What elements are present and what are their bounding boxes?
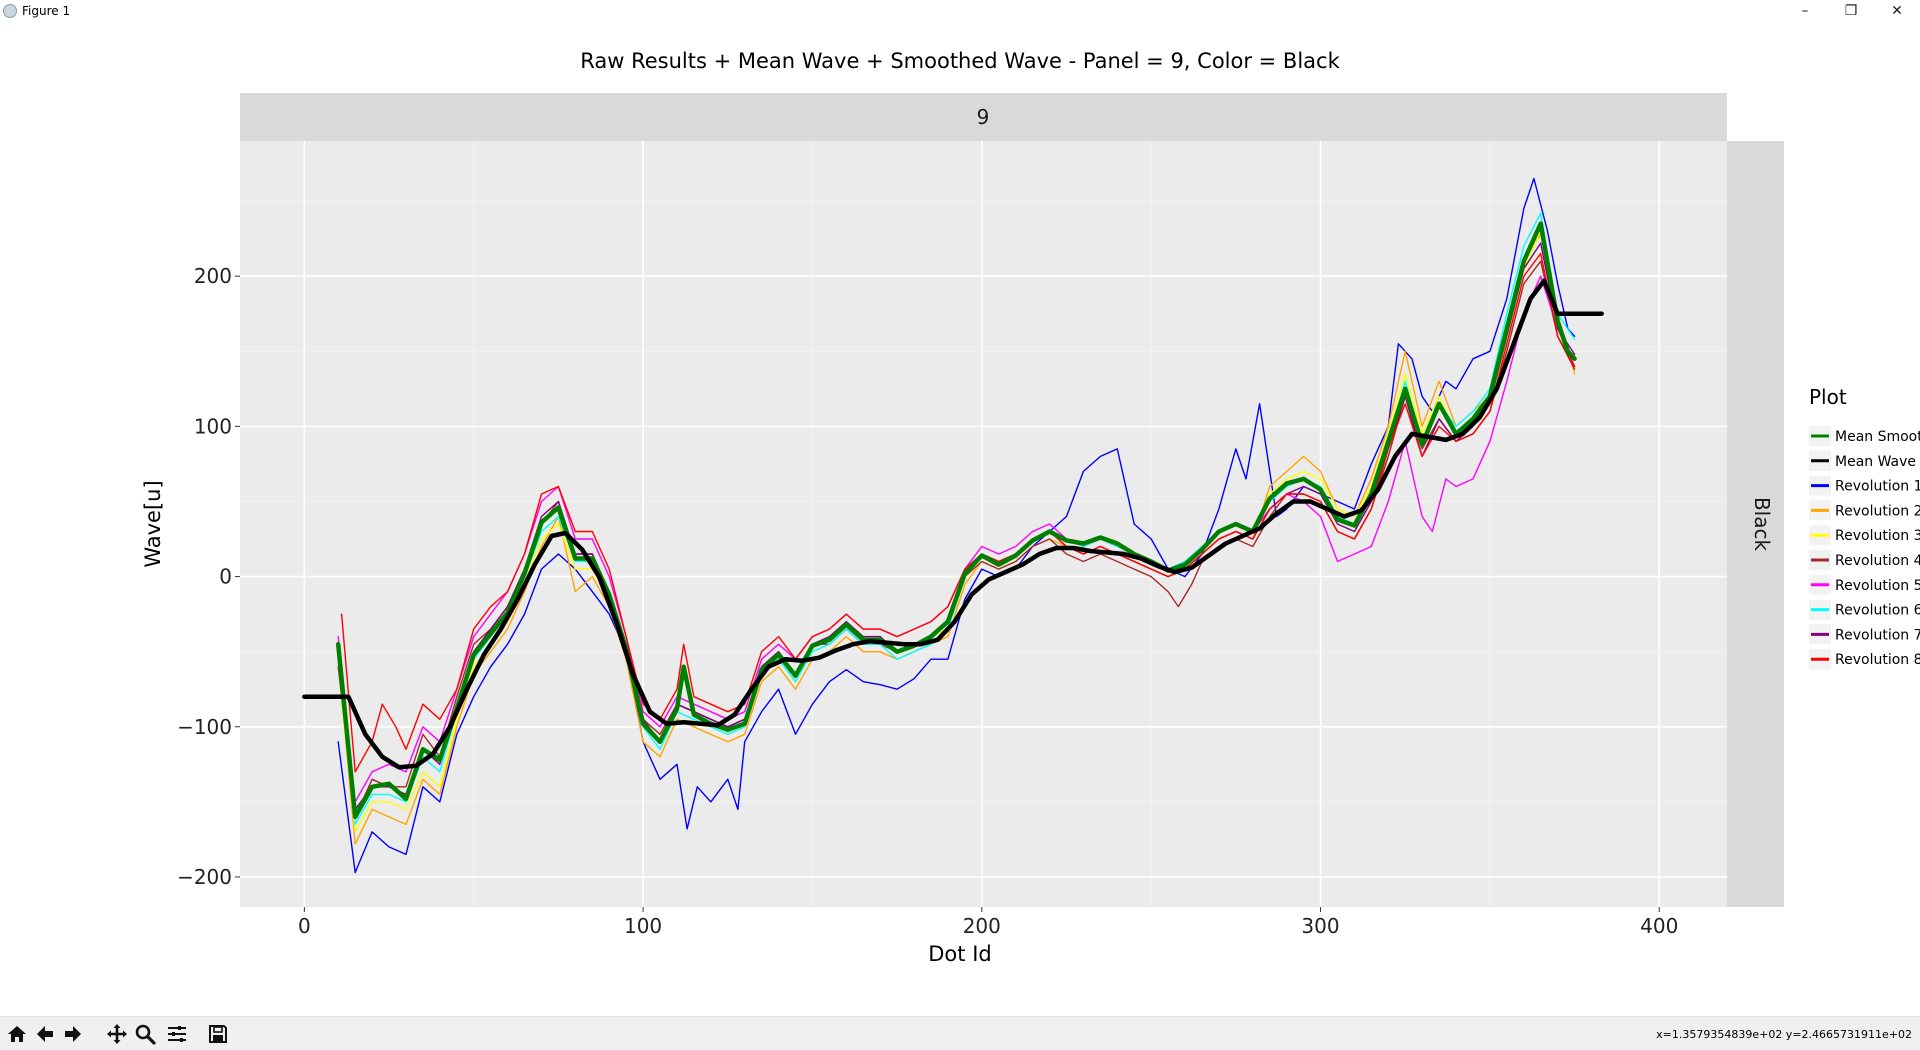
pan-button[interactable] — [104, 1022, 130, 1046]
grid-major — [240, 141, 1727, 907]
maximize-button[interactable]: ❐ — [1844, 3, 1858, 19]
zoom-button[interactable] — [132, 1022, 158, 1046]
home-icon — [8, 1026, 26, 1042]
facet-right-label: Black — [1750, 497, 1774, 552]
series-line-revolution-8 — [340, 252, 1576, 773]
forward-icon — [65, 1026, 81, 1042]
x-tick-label: 100 — [624, 914, 662, 938]
back-button[interactable] — [32, 1022, 58, 1046]
x-tick-label: 400 — [1640, 914, 1678, 938]
series-layer — [302, 177, 1604, 874]
window-title: Figure 1 — [22, 4, 71, 18]
cursor-coordinates: x=1.3579354839e+02 y=2.4665731911e+02 — [1656, 1028, 1912, 1041]
y-tick-label: 100 — [194, 414, 232, 438]
series-line-mean-wave — [302, 278, 1604, 770]
series-line-mean-smoot — [335, 221, 1577, 820]
legend-item-label: Revolution 5 — [1835, 578, 1920, 594]
navigation-toolbar: x=1.3579354839e+02 y=2.4665731911e+02 — [0, 1016, 1920, 1050]
app-icon — [3, 4, 17, 18]
y-tick-label: −200 — [177, 865, 232, 889]
legend-item-label: Revolution 8 — [1835, 652, 1920, 668]
legend-item-label: Revolution 3 — [1835, 528, 1920, 544]
axes-layer: 0 100 200 300 400 −200 −100 0 100 200 — [177, 264, 1678, 938]
legend-item-label: Revolution 1 — [1835, 479, 1920, 495]
legend: Plot Mean Smoot Mean Wave Revolution 1 Revo… — [1809, 385, 1920, 670]
window-titlebar: Figure 1 – ❐ ✕ — [0, 0, 1920, 24]
facet-top-strip — [240, 93, 1727, 141]
y-tick-label: −100 — [177, 715, 232, 739]
y-tick-label: 200 — [194, 264, 232, 288]
legend-title: Plot — [1809, 385, 1847, 409]
y-tick-label: 0 — [219, 565, 232, 589]
close-button[interactable]: ✕ — [1891, 3, 1903, 19]
legend-item-label: Revolution 6 — [1835, 603, 1920, 619]
minimize-button[interactable]: – — [1801, 3, 1809, 19]
legend-item-label: Mean Smoot — [1835, 429, 1920, 445]
home-button[interactable] — [4, 1022, 30, 1046]
x-tick-label: 300 — [1301, 914, 1339, 938]
forward-button[interactable] — [60, 1022, 86, 1046]
y-axis-label: Wave[u] — [141, 480, 165, 567]
zoom-icon — [135, 1024, 156, 1045]
chart-title: Raw Results + Mean Wave + Smoothed Wave … — [580, 49, 1340, 73]
legend-item-label: Revolution 2 — [1835, 503, 1920, 519]
x-tick-label: 200 — [963, 914, 1001, 938]
save-button[interactable] — [205, 1022, 231, 1046]
pan-icon — [107, 1024, 127, 1044]
legend-item-label: Mean Wave — [1835, 454, 1916, 470]
x-tick-label: 0 — [298, 914, 311, 938]
configure-subplots-icon — [168, 1026, 186, 1042]
configure-subplots-button[interactable] — [164, 1022, 190, 1046]
legend-item-label: Revolution 4 — [1835, 553, 1920, 569]
x-axis-label: Dot Id — [928, 942, 991, 966]
plot-panel — [240, 141, 1727, 907]
back-icon — [37, 1026, 53, 1042]
legend-item-label: Revolution 7 — [1835, 627, 1920, 643]
save-icon — [209, 1025, 227, 1043]
series-line-revolution-2 — [337, 233, 1576, 845]
chart-svg: Raw Results + Mean Wave + Smoothed Wave … — [141, 49, 1920, 966]
facet-top-label: 9 — [977, 105, 990, 129]
series-line-revolution-1 — [337, 177, 1576, 874]
facet-right-strip — [1727, 141, 1784, 907]
figure-canvas[interactable]: Raw Results + Mean Wave + Smoothed Wave … — [0, 24, 1920, 1016]
